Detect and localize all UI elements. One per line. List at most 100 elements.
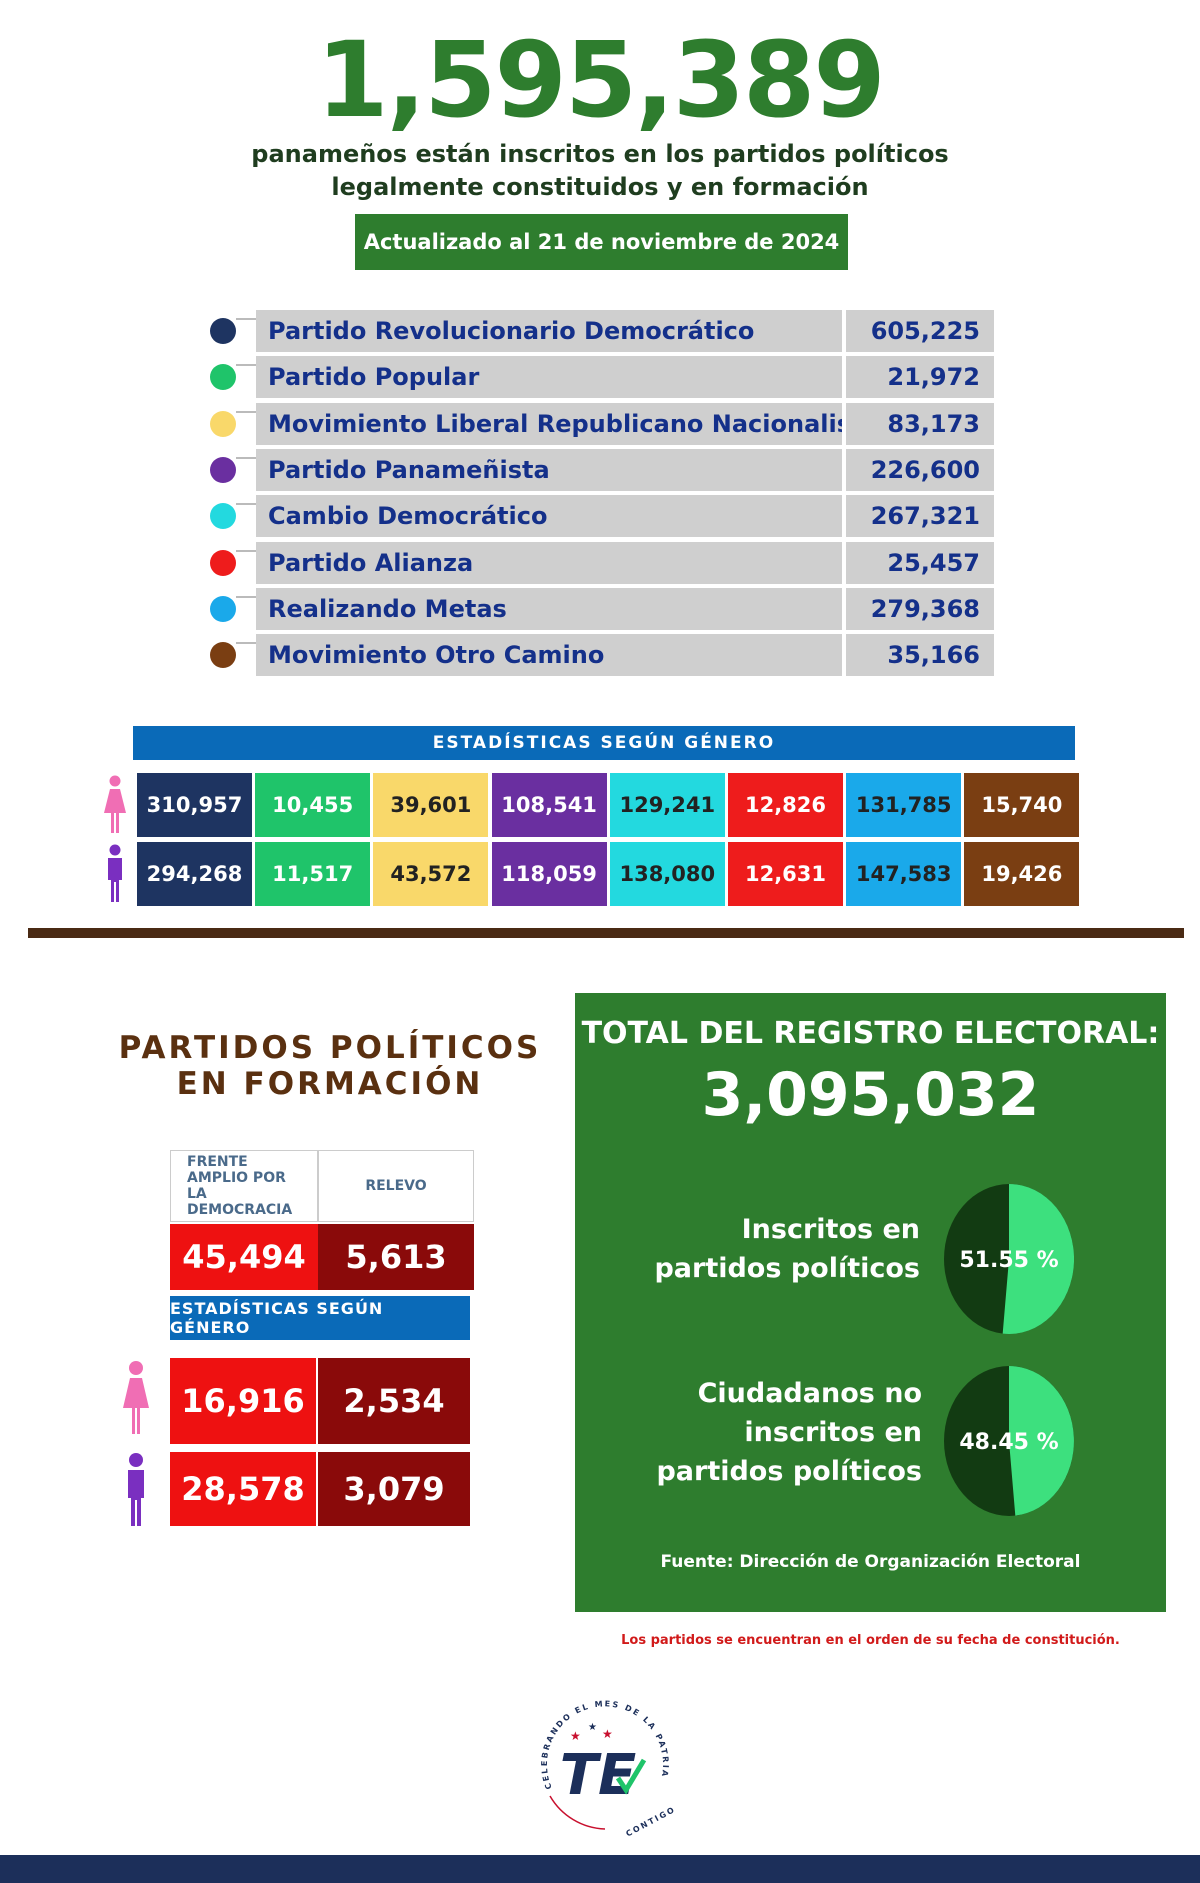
subtitle: panameños están inscritos en los partido… (0, 138, 1200, 204)
order-note: Los partidos se encuentran en el orden d… (621, 1633, 1120, 1648)
not-inscribed-label-line-3: partidos políticos (656, 1456, 922, 1487)
gender-cell-men: 19,426 (964, 842, 1080, 906)
formation-party-header-frente: FRENTE AMPLIO POR LA DEMOCRACIA (170, 1150, 318, 1222)
formation-party-header-relevo: RELEVO (318, 1150, 474, 1222)
inscribed-label-line-2: partidos políticos (654, 1253, 920, 1284)
section-divider (28, 928, 1184, 938)
party-name: Movimiento Otro Camino (256, 634, 842, 677)
inscribed-label-line-1: Inscritos en (741, 1214, 920, 1245)
not-inscribed-label-line-2: inscritos en (744, 1417, 922, 1448)
star-icon: ★ (570, 1729, 581, 1743)
formation-title: PARTIDOS POLÍTICOS EN FORMACIÓN (110, 1030, 550, 1102)
formation-men-relevo: 3,079 (318, 1452, 470, 1526)
party-value: 267,321 (846, 495, 994, 538)
party-value: 83,173 (846, 402, 994, 445)
party-connector-line (236, 364, 266, 367)
party-name: Partido Alianza (256, 541, 842, 584)
inscribed-label: Inscritos en partidos políticos (620, 1210, 920, 1288)
party-name: Partido Revolucionario Democrático (256, 310, 842, 352)
gender-cell-women: 310,957 (137, 773, 252, 837)
formation-total-frente: 45,494 (170, 1224, 318, 1290)
formation-men-frente: 28,578 (170, 1452, 316, 1526)
party-name: Realizando Metas (256, 587, 842, 630)
gender-cell-women: 108,541 (491, 773, 607, 837)
formation-title-line-2: EN FORMACIÓN (176, 1066, 484, 1102)
gender-cell-men: 294,268 (137, 842, 252, 906)
registry-panel (575, 993, 1166, 1612)
party-row: Realizando Metas 279,368 (210, 587, 994, 630)
party-color-dot (210, 318, 236, 344)
party-value: 25,457 (846, 541, 994, 584)
logo-mark: TE (560, 1743, 636, 1808)
formation-party-name: RELEVO (365, 1178, 427, 1194)
party-color-dot (210, 364, 236, 391)
footer-bar (0, 1855, 1200, 1883)
party-name: Movimiento Liberal Republicano Nacionali… (256, 402, 842, 445)
total-inscribed-number: 1,595,389 (316, 19, 886, 141)
party-connector-line (236, 549, 266, 552)
party-name: Partido Popular (256, 356, 842, 399)
inscribed-percent: 51.55 % (959, 1248, 1058, 1273)
party-row: Partido Panameñista 226,600 (210, 448, 994, 491)
party-value: 226,600 (846, 448, 994, 491)
gender-stats-header: ESTADÍSTICAS SEGÚN GÉNERO (133, 726, 1075, 760)
not-inscribed-pie: 48.45 % (944, 1366, 1074, 1516)
party-value: 35,166 (846, 634, 994, 677)
registry-title: TOTAL DEL REGISTRO ELECTORAL: (581, 1016, 1160, 1051)
logo-tagline: CONTIGO (624, 1805, 677, 1838)
subtitle-line-2: legalmente constituidos y en formación (331, 173, 869, 201)
formation-women-frente: 16,916 (170, 1358, 316, 1444)
party-value: 21,972 (846, 356, 994, 399)
male-icon (108, 844, 122, 902)
inscribed-pie: 51.55 % (944, 1184, 1074, 1334)
party-row: Movimiento Liberal Republicano Nacionali… (210, 402, 994, 445)
star-icon: ★ (588, 1722, 597, 1733)
gender-cell-men: 138,080 (609, 842, 725, 906)
registry-total: 3,095,032 (701, 1060, 1040, 1130)
star-icon: ★ (602, 1727, 613, 1741)
formation-women-relevo: 2,534 (318, 1358, 470, 1444)
party-row: Partido Alianza 25,457 (210, 541, 994, 584)
check-icon (615, 1758, 647, 1795)
not-inscribed-label-line-1: Ciudadanos no (697, 1378, 922, 1409)
gender-cell-men: 43,572 (373, 842, 489, 906)
party-color-dot (210, 642, 236, 669)
gender-cell-men: 12,631 (728, 842, 843, 906)
formation-total-relevo: 5,613 (318, 1224, 474, 1290)
gender-cell-women: 10,455 (255, 773, 371, 837)
te-logo: CELEBRANDO EL MES DE LA PATRIA CONTIGO T… (538, 1696, 677, 1838)
party-value: 605,225 (846, 310, 994, 352)
gender-cell-women: 131,785 (846, 773, 962, 837)
female-icon (123, 1361, 149, 1434)
party-row: Partido Revolucionario Democrático 605,22… (210, 310, 994, 352)
party-connector-line (236, 410, 266, 413)
party-connector-line (236, 318, 266, 320)
party-color-dot (210, 549, 236, 576)
party-color-dot (210, 456, 236, 483)
party-row: Partido Popular 21,972 (210, 356, 994, 399)
party-name: Cambio Democrático (256, 495, 842, 538)
gender-cell-women: 39,601 (373, 773, 489, 837)
gender-cell-women: 129,241 (609, 773, 725, 837)
party-connector-line (236, 595, 266, 598)
party-connector-line (236, 456, 266, 459)
party-connector-line (236, 642, 266, 645)
not-inscribed-percent: 48.45 % (959, 1430, 1058, 1455)
party-row: Cambio Democrático 267,321 (210, 495, 994, 538)
formation-party-name: FRENTE AMPLIO POR LA DEMOCRACIA (187, 1154, 293, 1218)
party-color-dot (210, 503, 236, 530)
gender-cell-women: 15,740 (964, 773, 1080, 837)
party-color-dot (210, 410, 236, 437)
gender-cell-men: 118,059 (491, 842, 607, 906)
gender-cell-men: 11,517 (255, 842, 371, 906)
subtitle-line-1: panameños están inscritos en los partido… (251, 140, 949, 168)
formation-gender-header: ESTADÍSTICAS SEGÚN GÉNERO (170, 1296, 470, 1340)
pie-slice-not-inscribed (1009, 1366, 1074, 1516)
gender-cell-women: 12,826 (728, 773, 843, 837)
pie-slice-inscribed (1002, 1184, 1074, 1334)
party-color-dot (210, 595, 236, 622)
source-note: Fuente: Dirección de Organización Electo… (660, 1552, 1081, 1572)
party-connector-line (236, 503, 266, 506)
updated-date-banner: Actualizado al 21 de noviembre de 2024 (355, 214, 848, 270)
party-value: 279,368 (846, 587, 994, 630)
